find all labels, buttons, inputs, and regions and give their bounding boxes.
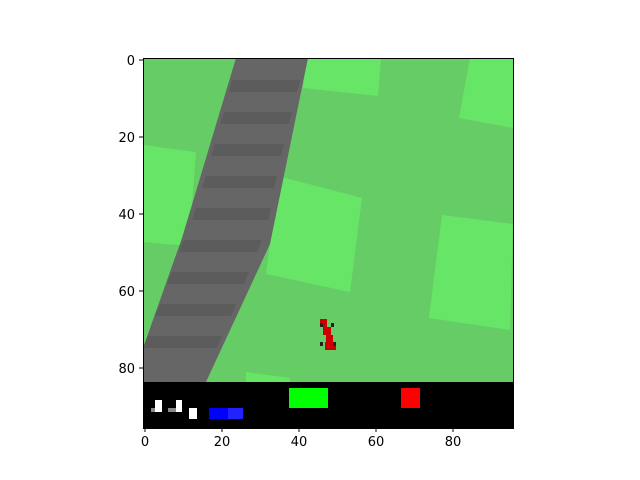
grass-tiles <box>143 58 513 382</box>
grass-tile <box>246 372 290 382</box>
x-tick-label: 40 <box>291 435 308 450</box>
y-tick-label: 80 <box>118 362 135 377</box>
road <box>143 58 308 382</box>
speed-indicator <box>151 400 197 419</box>
road-shade-band <box>143 336 222 348</box>
abs-indicator <box>209 408 243 419</box>
car-wheel <box>333 342 336 346</box>
x-tick-label: 60 <box>368 435 385 450</box>
road-shading <box>143 80 300 348</box>
hud-bar <box>143 382 513 428</box>
road-shade-band <box>220 112 292 124</box>
car-body <box>320 319 327 327</box>
road-shade-band <box>167 272 249 284</box>
axes <box>143 58 514 429</box>
y-tick-label: 0 <box>127 54 135 69</box>
game-frame <box>143 58 513 428</box>
speed-bar <box>168 408 176 412</box>
grass-tile <box>429 215 513 330</box>
y-tick-label: 60 <box>118 285 135 300</box>
race-car <box>320 319 336 350</box>
x-tick-label: 80 <box>445 435 462 450</box>
speed-bar <box>189 408 197 419</box>
car-wheel <box>331 323 334 327</box>
grass-tile <box>143 145 196 246</box>
steering-indicator <box>289 388 328 408</box>
abs-bar <box>209 408 228 419</box>
gyroscope-indicator <box>401 388 420 408</box>
axes-frame <box>143 58 514 429</box>
car-body <box>325 342 336 350</box>
road-shade-band <box>211 144 284 156</box>
speed-bar <box>176 400 182 412</box>
y-tick-label: 40 <box>118 208 135 223</box>
speed-bar <box>151 408 155 412</box>
road-shade-band <box>179 240 262 252</box>
grass-tile <box>303 58 381 96</box>
y-tick-label: 20 <box>118 131 135 146</box>
road-shade-band <box>229 80 300 92</box>
car-wheel <box>320 342 323 346</box>
abs-bar <box>228 408 243 419</box>
speed-bar <box>155 400 162 412</box>
car-wheel <box>320 323 323 327</box>
road-shade-band <box>155 304 236 316</box>
x-tick-label: 20 <box>214 435 231 450</box>
grass-tile <box>459 58 513 128</box>
car-body <box>323 327 331 335</box>
x-tick-label: 0 <box>141 435 149 450</box>
road-shade-band <box>202 176 277 188</box>
grass-tile <box>266 176 362 292</box>
y-axis: 0 20 40 60 80 <box>118 54 143 377</box>
x-axis: 0 20 40 60 80 <box>141 428 461 450</box>
road-shade-band <box>192 208 271 220</box>
car-body <box>326 335 333 342</box>
